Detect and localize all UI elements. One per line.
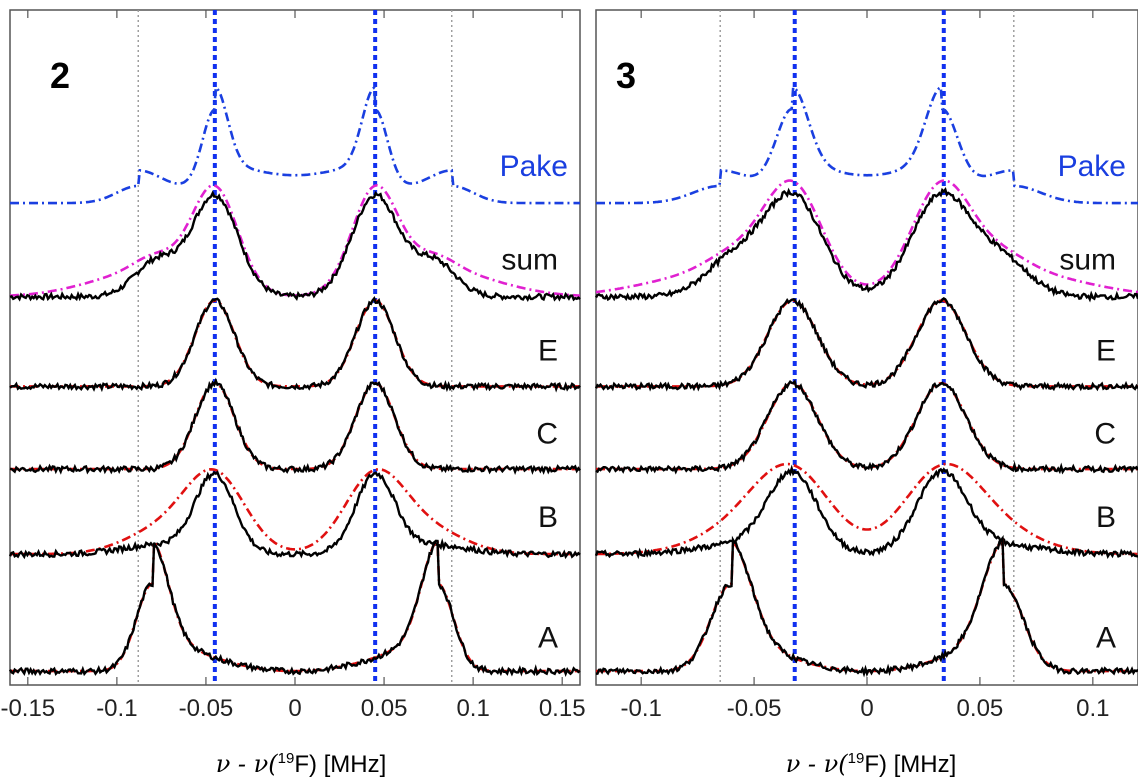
fit-curve-B bbox=[596, 462, 1138, 556]
x-tick-label: 0.05 bbox=[361, 695, 408, 722]
fit-curve-C bbox=[596, 382, 1138, 471]
panel-label: 2 bbox=[50, 55, 70, 96]
x-tick-label: -0.05 bbox=[727, 695, 782, 722]
trace-B bbox=[594, 464, 1138, 560]
trace-B bbox=[8, 470, 581, 560]
x-tick-label: 0 bbox=[860, 695, 873, 722]
chart-panel-3: 3 ν - ν(19F) [MHz] -0.1 -0.05 0 0.05 0.1 Pake… bbox=[594, 9, 1138, 778]
panel-label: 3 bbox=[616, 55, 636, 96]
x-tick-label: -0.1 bbox=[96, 695, 137, 722]
x-tick-label: 0 bbox=[288, 695, 301, 722]
plot-frame bbox=[9, 9, 581, 686]
trace-E bbox=[9, 295, 581, 393]
trace-label: Pake bbox=[500, 150, 568, 183]
fit-curve-A bbox=[596, 538, 1138, 673]
trace-sum bbox=[594, 187, 1138, 303]
trace-label: C bbox=[1094, 417, 1116, 450]
trace-label: A bbox=[538, 622, 558, 655]
trace-C bbox=[595, 379, 1138, 475]
x-tick-label: -0.1 bbox=[620, 695, 661, 722]
x-tick-label: 0.1 bbox=[1076, 695, 1109, 722]
x-tick-label: 0.1 bbox=[456, 695, 489, 722]
x-tick-label: -0.05 bbox=[179, 695, 234, 722]
trace-label: B bbox=[538, 501, 558, 534]
fit-curve-C bbox=[10, 381, 580, 471]
trace-label: A bbox=[1096, 622, 1116, 655]
trace-sum bbox=[9, 190, 581, 302]
fit-curve-A bbox=[10, 538, 580, 673]
fit-curve-E bbox=[596, 299, 1138, 388]
trace-C bbox=[9, 377, 581, 476]
x-tick-label: 0.05 bbox=[957, 695, 1004, 722]
trace-label: E bbox=[1096, 335, 1116, 368]
trace-label: B bbox=[1096, 501, 1116, 534]
x-axis-label: ν - ν(19F) [MHz] bbox=[216, 750, 387, 778]
trace-label: sum bbox=[501, 243, 558, 276]
fit-curve-sum bbox=[9, 184, 581, 297]
chart-panel-2: 2 ν - ν(19F) [MHz] -0.15 -0.1 -0.05 0 0.05 0.… bbox=[0, 9, 586, 778]
trace-label: sum bbox=[1059, 243, 1116, 276]
fit-curve-B bbox=[10, 467, 580, 556]
x-tick-label: -0.15 bbox=[0, 695, 55, 722]
plot-frame bbox=[595, 9, 1138, 686]
trace-label: C bbox=[536, 417, 558, 450]
trace-E bbox=[594, 297, 1138, 392]
trace-label: Pake bbox=[1058, 150, 1126, 183]
fit-curve-E bbox=[10, 299, 580, 388]
trace-Pake bbox=[596, 84, 1138, 205]
trace-label: E bbox=[538, 335, 558, 368]
x-tick-label: 0.15 bbox=[539, 695, 586, 722]
trace-A bbox=[595, 534, 1138, 678]
x-axis-label: ν - ν(19F) [MHz] bbox=[786, 750, 957, 778]
trace-Pake bbox=[10, 85, 580, 205]
trace-A bbox=[8, 539, 581, 677]
